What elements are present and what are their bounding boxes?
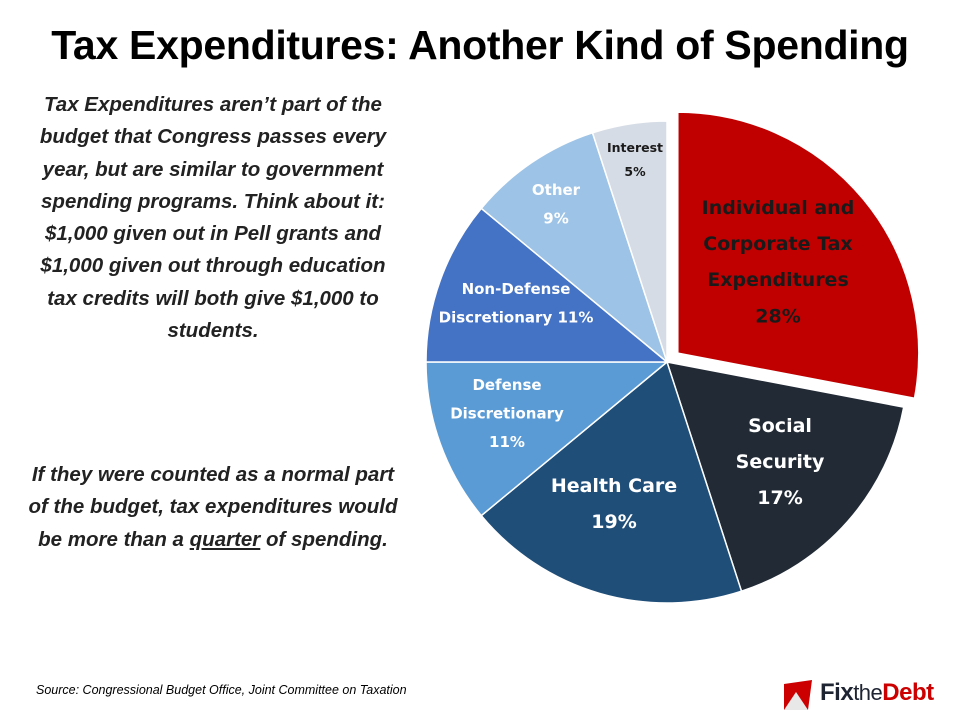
slice-label: Social Security 17%: [736, 415, 825, 509]
logo-wordmark: FixtheDebt: [820, 679, 934, 707]
conclusion-text-start: If they were counted as a normal part of…: [28, 463, 398, 551]
explanation-paragraph: Tax Expenditures aren’t part of the budg…: [39, 93, 387, 343]
slice-label-line: Discretionary: [450, 405, 564, 423]
pie-slice: [425, 207, 670, 363]
slice-label-line: Discretionary 11%: [439, 309, 594, 327]
pie-slice: [591, 120, 668, 363]
slice-label-line: 9%: [543, 210, 568, 228]
slice-label-line: 28%: [755, 305, 800, 327]
source-note: Source: Congressional Budget Office, Joi…: [36, 683, 407, 697]
slice-label-line: Interest: [607, 140, 663, 155]
slice-label-line: Other: [532, 181, 581, 199]
pie-slice: [425, 361, 670, 517]
logo-flag-icon: [784, 680, 812, 710]
conclusion-underlined-word: quarter: [189, 527, 261, 551]
slice-label: Health Care 19%: [551, 475, 677, 533]
pie-slice: [480, 360, 743, 604]
slice-label-line: Security: [736, 451, 825, 473]
pie-slice: [480, 131, 669, 365]
slice-label: Non-Defense Discretionary 11%: [439, 280, 594, 327]
conclusion-text-end: of spending.: [266, 527, 388, 551]
slice-label-line: Health Care: [551, 475, 677, 497]
conclusion-paragraph: If they were counted as a normal part of…: [28, 459, 398, 556]
slice-label-line: 11%: [489, 433, 525, 451]
slice-label: Defense Discretionary 11%: [450, 376, 564, 451]
slice-label: Interest 5%: [607, 140, 663, 179]
slice-label-line: Social: [748, 415, 812, 437]
slice-label-line: Defense: [472, 376, 541, 394]
slice-label-line: 17%: [757, 487, 802, 509]
slice-label-line: Expenditures: [707, 269, 849, 291]
logo-word-fix: Fix: [820, 679, 854, 706]
slice-label-line: Corporate Tax: [703, 233, 852, 255]
logo-word-the: the: [853, 680, 883, 705]
slice-label-line: Individual and: [702, 197, 855, 219]
logo-word-debt: Debt: [882, 679, 934, 706]
slice-label: Individual and Corporate Tax Expenditures 2…: [702, 197, 855, 327]
slice-label-line: 19%: [591, 511, 636, 533]
slice-label: Other 9%: [532, 181, 581, 228]
slice-label-line: 5%: [624, 164, 646, 179]
pie-slice: [677, 111, 920, 400]
page-title: Tax Expenditures: Another Kind of Spendi…: [51, 22, 909, 68]
fix-the-debt-logo: FixtheDebt: [782, 676, 942, 712]
pie-slice: [665, 361, 905, 593]
slice-label-line: Non-Defense: [462, 280, 571, 298]
